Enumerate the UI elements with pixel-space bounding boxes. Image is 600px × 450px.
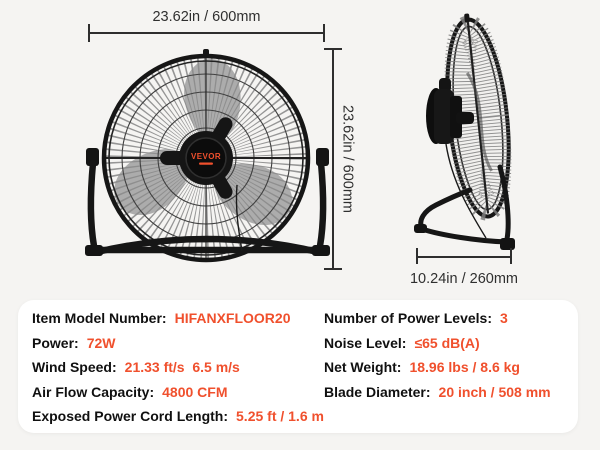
- spec-value: 18.96 lbs / 8.6 kg: [409, 359, 520, 375]
- spec-value: 4800 CFM: [162, 383, 228, 400]
- front-stand: [87, 159, 327, 256]
- spec-exposed-power-cord-length: Exposed Power Cord Length: 5.25 ft / 1.6 …: [32, 404, 324, 429]
- spec-label: Exposed Power Cord Length:: [32, 408, 229, 424]
- spec-label: Power:: [32, 334, 79, 351]
- spec-column-left: Item Model Number: HIFANXFLOOR20 Power: 72…: [32, 306, 324, 429]
- depth-dimension-tick-right: [510, 248, 512, 264]
- fan-front-view-image: VEVOR: [85, 49, 330, 263]
- spec-value: 3: [500, 310, 508, 326]
- spec-value: ≤65 dB(A): [414, 334, 480, 351]
- spec-label: Item Model Number:: [32, 310, 167, 326]
- spec-air-flow-capacity: Air Flow Capacity: 4800 CFM: [32, 380, 324, 405]
- spec-blade-diameter: Blade Diameter: 20 inch / 508 mm: [324, 380, 564, 405]
- width-dimension-label: 23.62in / 600mm: [152, 9, 261, 25]
- side-right-foot: [500, 238, 515, 250]
- motor-housing: [426, 78, 474, 144]
- right-foot: [312, 245, 330, 256]
- spec-value: 5.25 ft / 1.6 m: [236, 408, 324, 424]
- spec-label: Air Flow Capacity:: [32, 383, 155, 400]
- brand-logo: VEVOR: [191, 152, 221, 161]
- side-cage: [444, 13, 512, 221]
- spec-value: 20 inch / 508 mm: [438, 383, 551, 400]
- side-power-cord: [445, 143, 487, 239]
- spec-label: Number of Power Levels:: [323, 310, 492, 326]
- spec-value: HIFANXFLOOR20: [174, 310, 291, 326]
- spec-power: Power: 72W: [32, 331, 324, 356]
- height-dimension-tick-bottom: [324, 268, 342, 270]
- spec-noise-level: Noise Level: ≤65 dB(A): [324, 331, 564, 356]
- side-stand: [418, 164, 511, 245]
- left-foot: [85, 245, 103, 256]
- spec-label: Blade Diameter:: [323, 383, 431, 400]
- height-dimension-tick-top: [324, 48, 342, 50]
- width-dimension-tick-left: [88, 24, 90, 42]
- spec-label: Noise Level:: [323, 334, 407, 351]
- grille-top-clip: [203, 49, 209, 58]
- power-cord: [235, 184, 243, 252]
- depth-dimension-line: [416, 256, 512, 258]
- spec-item-model-number: Item Model Number: HIFANXFLOOR20: [32, 306, 324, 331]
- spec-column-right: Number of Power Levels: 3 Noise Level: ≤65…: [324, 306, 564, 429]
- depth-dimension-tick-left: [416, 248, 418, 264]
- depth-dimension-label: 10.24in / 260mm: [409, 271, 518, 287]
- side-left-foot: [414, 224, 427, 233]
- width-dimension-line: [88, 32, 325, 34]
- spec-label: Wind Speed:: [32, 359, 117, 375]
- height-dimension-line: [332, 48, 334, 270]
- width-dimension-tick-right: [323, 24, 325, 42]
- spec-label: Net Weight:: [323, 359, 402, 375]
- spec-card: Item Model Number: HIFANXFLOOR20 Power: 72…: [18, 300, 578, 433]
- spec-value: 21.33 ft/s 6.5 m/s: [124, 359, 240, 375]
- spec-value: 72W: [86, 334, 116, 351]
- height-dimension-label: 23.62in / 600mm: [339, 104, 356, 213]
- fan-side-view-image: [414, 13, 515, 250]
- spec-net-weight: Net Weight: 18.96 lbs / 8.6 kg: [324, 355, 564, 380]
- spec-wind-speed: Wind Speed: 21.33 ft/s 6.5 m/s: [32, 355, 324, 380]
- spec-number-of-power-levels: Number of Power Levels: 3: [324, 306, 564, 331]
- brand-logo-underline: [199, 162, 213, 165]
